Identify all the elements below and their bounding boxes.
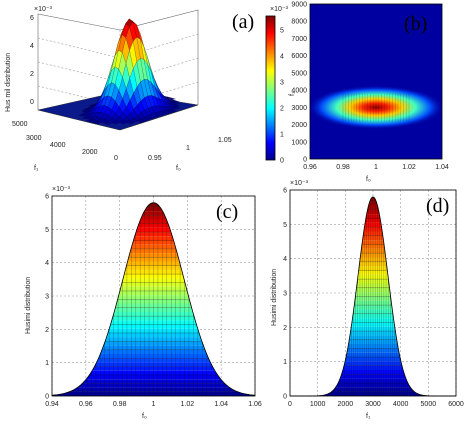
panel-a-ylabel: Hus mil distribution [5,53,12,112]
panel-c-x-tick: 1.02 [181,401,195,408]
panel-b-y-tick: 4000 [291,88,307,95]
panel-c-x-tick: 0.96 [79,401,93,408]
panel-b-x-tick: 1.02 [402,164,416,171]
panel-b-y-tick: 9000 [291,2,307,9]
panel-d-xlabel: f₁ [366,413,371,420]
panel-c-x-tick: 0.94 [45,401,59,408]
panel-b-x-tick: 0.98 [336,164,350,171]
z-tick-0: 0 [30,99,34,106]
panel-a-surface-plot: 6 4 2 0 ×10⁻³ Hus mil distribution 5000 … [5,6,254,172]
panel-b-xlabel: f₀ [366,176,371,183]
panel-b-x-tick: 1 [374,164,378,171]
colorbar-tick: 0 [280,158,284,165]
f1-tick-0: 0 [114,155,118,162]
colorbar-tick: 2 [280,106,284,113]
surface-patch [93,120,102,125]
panel-b-y-tick: 3000 [291,105,307,112]
panel-a-label: (a) [232,11,254,33]
panel-d-x-tick: 4000 [393,401,409,408]
f0-tick-095: 0.95 [148,155,162,162]
panel-b-y-tick: 2000 [291,122,307,129]
panel-d-exponent: ×10⁻³ [290,180,309,187]
colorbar-tick: 3 [280,80,284,87]
panel-b-y-tick: 7000 [291,36,307,43]
z-tick-2: 2 [30,71,34,78]
panel-b-heatmap: 0 1 2 3 4 5 ×10⁻³ 0.96 0.98 1 1.02 1.04 0 1000 2000 3… [265,2,449,183]
panel-b-ylabel: f₁ [289,91,296,96]
colorbar [266,16,275,160]
f1-tick-5000: 5000 [12,121,28,128]
panel-c-label: (c) [216,201,238,223]
surface-patch [119,119,127,125]
panel-c-y-tick: 5 [45,227,49,234]
panel-d-f1-marginal: 0 1000 2000 3000 4000 5000 6000 0 1 2 3 4 5 6 ×10⁻³ H… [271,180,464,420]
colorbar-exponent: ×10⁻³ [270,6,289,13]
panel-d-x-tick: 1000 [310,401,326,408]
f1-tick-4000: 4000 [50,142,66,149]
panel-c-y-tick: 3 [45,294,49,301]
f0-tick-105: 1.05 [218,137,232,144]
panel-c-y-tick: 1 [45,360,49,367]
panel-b-y-tick: 0 [303,157,307,164]
surface-patch [111,120,120,125]
panel-c-x-tick: 1.06 [248,401,262,408]
panel-c-y-tick: 2 [45,327,49,334]
panel-c-x-tick: 1.04 [214,401,228,408]
surface-patch [137,119,146,123]
panel-d-y-tick: 5 [283,222,287,229]
z-tick-4: 4 [30,43,34,50]
panel-d-y-tick: 6 [283,188,287,195]
panel-b-x-tick: 0.96 [303,164,317,171]
panel-d-ylabel: Husimi distribution [271,269,278,326]
panel-c-x-tick: 1 [152,401,156,408]
surface-patch [126,120,135,125]
panel-a-f1-label: f₁ [34,165,39,172]
panel-c-xlabel: f₀ [142,413,147,420]
panel-b-label: (b) [404,13,427,35]
panel-c-curve [51,202,256,396]
panel-d-y-tick: 4 [283,256,287,263]
panel-d-y-tick: 3 [283,291,287,298]
panel-d-y-tick: 0 [283,394,287,401]
panel-a-f0-label: f₀ [176,165,181,172]
f0-tick-1: 1 [186,145,190,152]
panel-d-y-tick: 1 [283,359,287,366]
colorbar-tick: 4 [280,54,284,61]
panel-d-y-tick: 2 [283,325,287,332]
panel-d-x-tick: 0 [288,401,292,408]
colorbar-tick: 1 [280,132,284,139]
panel-b-y-tick: 1000 [291,139,307,146]
panel-c-y-tick: 6 [45,194,49,201]
surface-patch [104,120,113,125]
panel-c-y-tick: 4 [45,260,49,267]
panel-b-y-tick: 5000 [291,70,307,77]
panel-c-ylabel: Husimi distribution [25,277,32,334]
panel-d-x-tick: 5000 [421,401,437,408]
panel-b-y-tick: 6000 [291,53,307,60]
f1-tick-2000: 2000 [82,149,98,156]
panel-d-x-tick: 3000 [365,401,381,408]
z-exponent: ×10⁻³ [34,6,53,13]
colorbar-tick: 5 [280,28,284,35]
z-tick-6: 6 [30,15,34,22]
surface-mesh [78,18,181,125]
panel-c-y-tick: 0 [45,394,49,401]
panel-d-x-tick: 2000 [338,401,354,408]
panel-d-x-tick: 6000 [448,401,464,408]
panel-d-label: (d) [426,195,449,217]
heatmap-peak [310,85,442,130]
panel-b-y-tick: 8000 [291,19,307,26]
panel-c-x-tick: 0.98 [113,401,127,408]
panel-c-exponent: ×10⁻³ [52,186,71,193]
panel-b-x-tick: 1.04 [435,164,449,171]
f1-tick-3000: 3000 [26,135,42,142]
panel-c-f0-marginal: 0.94 0.96 0.98 1 1.02 1.04 1.06 0 1 2 3 4 5 6 ×10⁻³ H… [25,186,262,420]
heatmap-background [310,4,442,159]
